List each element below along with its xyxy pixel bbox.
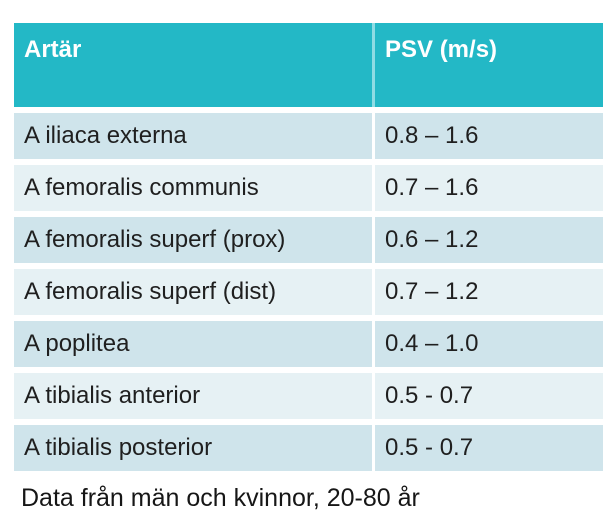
psv-cell: 0.5 - 0.7 — [372, 425, 603, 471]
psv-reference-table: Artär PSV (m/s) A iliaca externa 0.8 – 1… — [14, 17, 603, 477]
header-cell-psv: PSV (m/s) — [372, 23, 603, 107]
table-row: A poplitea 0.4 – 1.0 — [14, 321, 603, 367]
psv-cell: 0.5 - 0.7 — [372, 373, 603, 419]
psv-cell: 0.4 – 1.0 — [372, 321, 603, 367]
table-row: A femoralis superf (prox) 0.6 – 1.2 — [14, 217, 603, 263]
artery-cell: A femoralis communis — [14, 165, 372, 211]
artery-cell: A poplitea — [14, 321, 372, 367]
artery-cell: A femoralis superf (dist) — [14, 269, 372, 315]
table-row: A femoralis superf (dist) 0.7 – 1.2 — [14, 269, 603, 315]
table-row: A tibialis anterior 0.5 - 0.7 — [14, 373, 603, 419]
table-row: A femoralis communis 0.7 – 1.6 — [14, 165, 603, 211]
table-header-row: Artär PSV (m/s) — [14, 23, 603, 107]
psv-cell: 0.7 – 1.6 — [372, 165, 603, 211]
footnote: Data från män och kvinnor, 20-80 år — [21, 484, 420, 512]
psv-cell: 0.7 – 1.2 — [372, 269, 603, 315]
artery-cell: A tibialis anterior — [14, 373, 372, 419]
table-row: A iliaca externa 0.8 – 1.6 — [14, 113, 603, 159]
artery-cell: A tibialis posterior — [14, 425, 372, 471]
table-row: A tibialis posterior 0.5 - 0.7 — [14, 425, 603, 471]
artery-cell: A femoralis superf (prox) — [14, 217, 372, 263]
header-cell-artery: Artär — [14, 23, 372, 107]
psv-cell: 0.8 – 1.6 — [372, 113, 603, 159]
artery-cell: A iliaca externa — [14, 113, 372, 159]
psv-cell: 0.6 – 1.2 — [372, 217, 603, 263]
